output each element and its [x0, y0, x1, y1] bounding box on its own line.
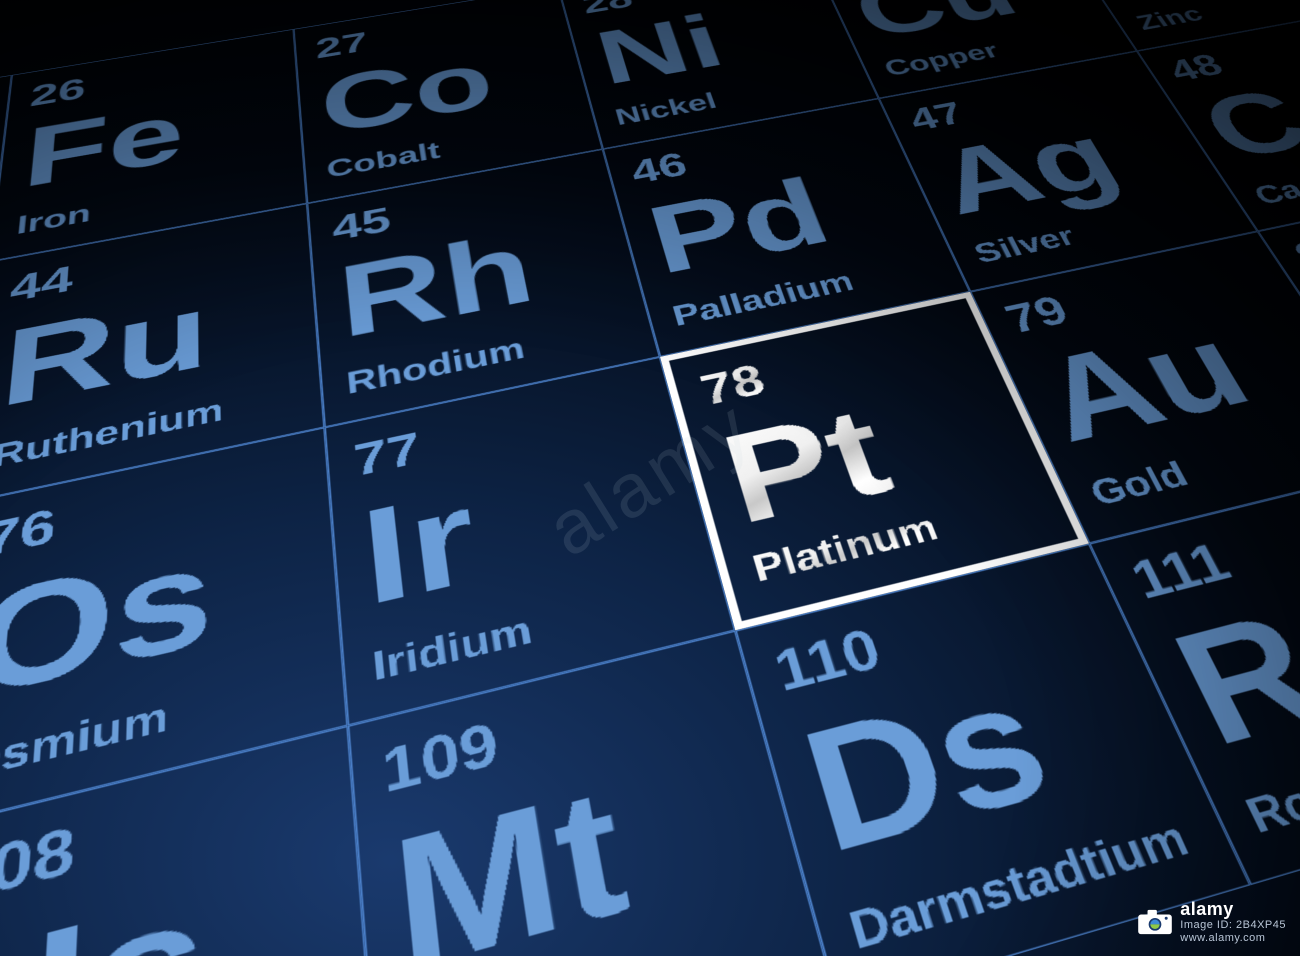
atomic-number: 111 — [1122, 532, 1241, 612]
atomic-number: 45 — [330, 200, 392, 250]
element-symbol: Os — [0, 526, 214, 723]
atomic-number: 77 — [351, 423, 423, 488]
atomic-number: 27 — [314, 26, 369, 65]
element-symbol: Hs — [0, 864, 208, 956]
element-symbol: Ru — [0, 278, 210, 425]
element-name: Cobalt — [326, 137, 442, 184]
atomic-number: 26 — [29, 72, 87, 114]
element-symbol: Rh — [335, 219, 542, 355]
element-name: Zinc — [1131, 2, 1208, 35]
element-name: Roentgenium — [1237, 711, 1300, 845]
attribution-badge: alamy Image ID: 2B4XP45 www.alamy.com — [1136, 900, 1286, 944]
scene: 25MnManganese26FeIron27CoCobalt28NiNicke… — [0, 0, 1300, 956]
element-name: Cadmium — [1248, 153, 1300, 211]
atomic-number: 109 — [379, 710, 502, 808]
element-name: Iridium — [371, 607, 536, 691]
atomic-number: 28 — [579, 0, 636, 20]
element-symbol: Ir — [357, 471, 485, 629]
element-symbol: Au — [1022, 309, 1269, 462]
image-id-label: Image ID: 2B4XP45 — [1180, 920, 1286, 931]
element-symbol: Co — [317, 41, 499, 147]
camera-icon — [1136, 908, 1174, 936]
element-symbol: Ds — [788, 658, 1069, 882]
atomic-number: 76 — [0, 499, 58, 570]
element-name: Iron — [15, 199, 91, 241]
brand-label: alamy — [1180, 900, 1286, 918]
element-symbol: Ag — [922, 112, 1135, 230]
element-symbol: Mt — [387, 761, 639, 956]
element-symbol: Fe — [19, 92, 183, 202]
atomic-number: 108 — [0, 814, 77, 922]
atomic-number: 47 — [903, 95, 971, 138]
atomic-number: 79 — [998, 288, 1076, 343]
atomic-number: 48 — [1161, 48, 1230, 88]
site-label: www.alamy.com — [1180, 933, 1286, 944]
element-name: Meitnerium — [406, 944, 712, 956]
element-name: Silver — [969, 220, 1081, 269]
element-symbol: Cu — [843, 0, 1030, 50]
element-name: Nickel — [612, 88, 720, 131]
element-name: Copper — [880, 38, 1003, 81]
atomic-number: 44 — [8, 258, 74, 311]
element-symbol: Ni — [588, 4, 732, 97]
element-name: Gold — [1084, 454, 1195, 515]
atomic-number: 110 — [768, 617, 889, 705]
atomic-number: 46 — [627, 146, 692, 192]
element-symbol: Zn — [1082, 0, 1258, 6]
atomic-number: 80 — [1286, 228, 1300, 279]
element-symbol: Pd — [638, 165, 841, 290]
